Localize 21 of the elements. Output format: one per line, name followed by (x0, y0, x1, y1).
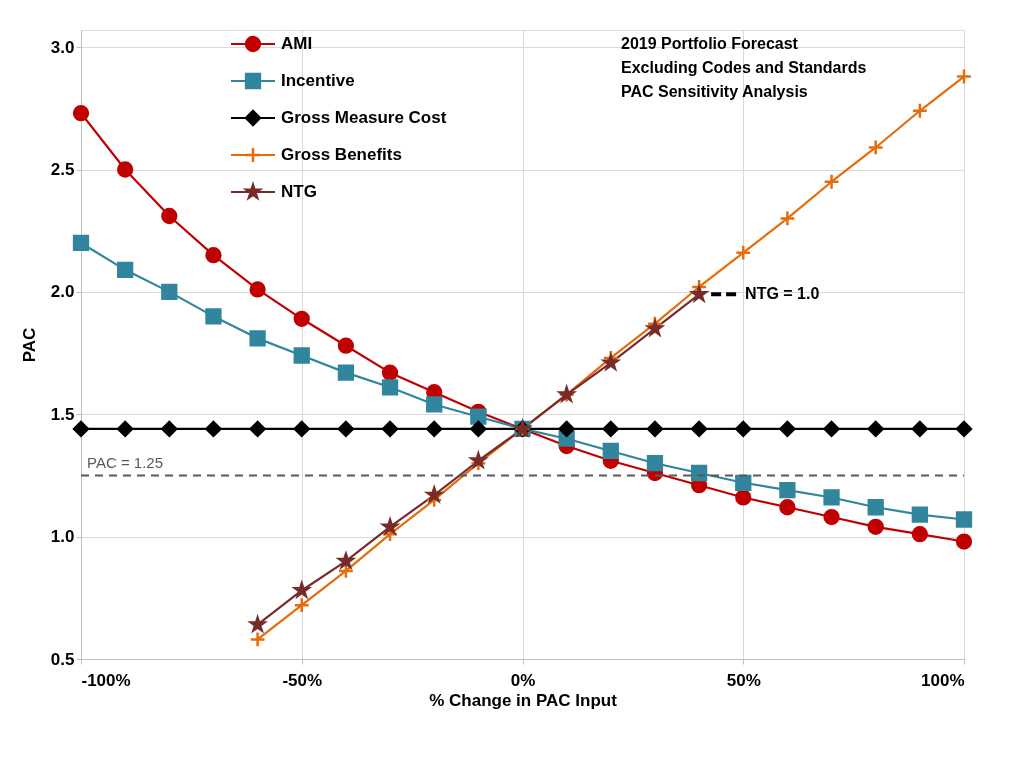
x-tick-label: 50% (726, 670, 761, 690)
y-tick-label: 1.5 (50, 404, 75, 424)
y-tick-label: 3.0 (50, 37, 75, 57)
y-tick-label: 2.0 (50, 282, 75, 302)
legend-label: Gross Benefits (281, 145, 402, 164)
text: 2019 Portfolio Forecast Excluding Codes and Standards PAC Sensitivity Analysis (621, 35, 867, 100)
x-tick-label: 100% (921, 670, 965, 690)
y-tick-label: 1.0 (50, 527, 75, 547)
ref-line-label: PAC = 1.25 (87, 454, 164, 472)
legend-label: Gross Measure Cost (281, 108, 447, 127)
legend-label: Incentive (281, 71, 355, 90)
legend-label: NTG (281, 182, 317, 201)
annotation: NTG = 1.0 (745, 285, 820, 303)
y-axis-title: PAC (19, 327, 39, 363)
x-tick-label: 0% (510, 670, 536, 690)
x-tick-label: -50% (282, 670, 323, 690)
y-tick-label: 0.5 (50, 649, 75, 669)
y-tick-label: 2.5 (50, 160, 75, 180)
x-axis-title: % Change in PAC Input (429, 690, 618, 710)
x-tick-label: -100% (81, 670, 131, 690)
legend-label: AMI (281, 34, 313, 53)
